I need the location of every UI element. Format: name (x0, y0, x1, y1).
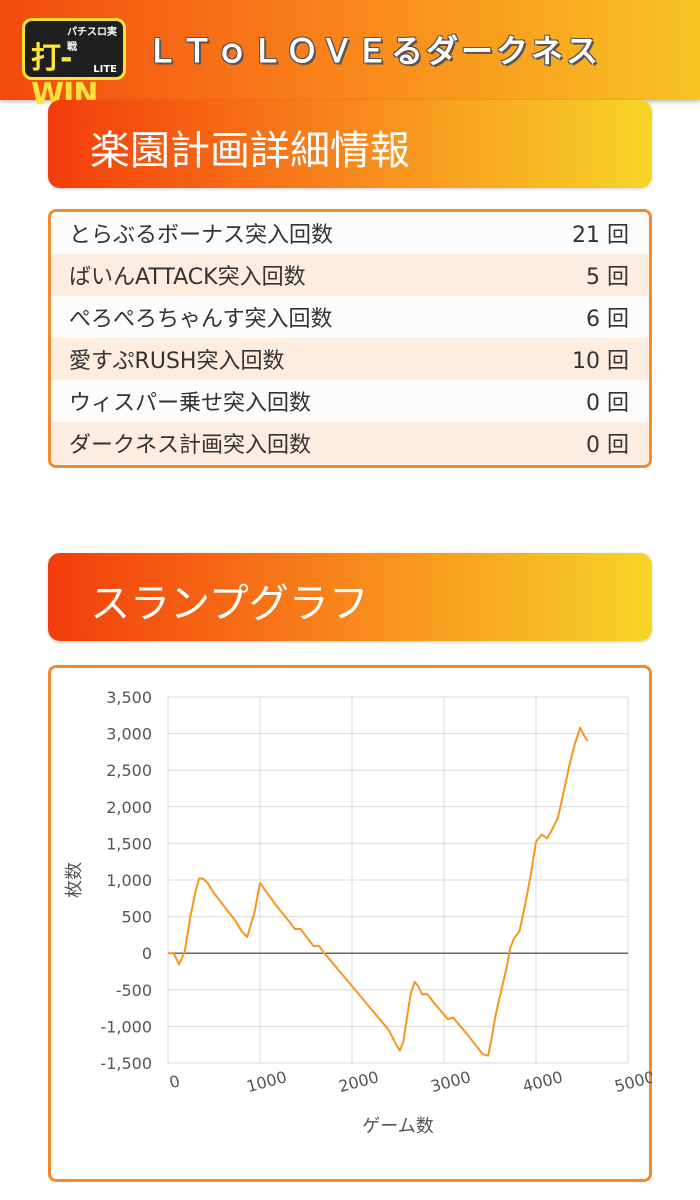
y-tick-label: 2,000 (106, 798, 152, 817)
x-tick-label: 4000 (520, 1067, 564, 1096)
stat-row: ウィスパー乗せ突入回数 0 回 (51, 380, 649, 422)
stat-value: 10 回 (572, 349, 629, 374)
slump-graph: -1,500 -1,000 -500 0 500 1,000 1,500 2,000 2,500… (64, 688, 652, 1137)
graph-section-header: スランプグラフ (48, 553, 652, 641)
stat-row: 愛すぷRUSH突入回数 10 回 (51, 338, 649, 380)
stat-value: 0 回 (586, 433, 629, 458)
stat-row: とらぶるボーナス突入回数 21 回 (51, 212, 649, 254)
logo-subtitle: パチスロ実戦 (67, 27, 117, 53)
stat-label: 愛すぷRUSH突入回数 (69, 349, 285, 374)
stat-label: ダークネス計画突入回数 (69, 433, 312, 458)
y-tick-label: 500 (121, 908, 152, 927)
slump-graph-panel: -1,500 -1,000 -500 0 500 1,000 1,500 2,000 2,500… (48, 665, 652, 1182)
stat-value: 5 回 (586, 265, 629, 290)
y-tick-label: 3,000 (106, 725, 152, 744)
y-tick-label: 1,500 (106, 834, 152, 853)
x-tick-label: 1000 (244, 1067, 288, 1096)
logo-lite-text: LITE (93, 64, 117, 75)
stat-value: 0 回 (586, 391, 629, 416)
x-tick-label: 5000 (612, 1067, 652, 1096)
y-tick-label: 3,500 (106, 688, 152, 707)
x-tick-label: 2000 (336, 1067, 380, 1096)
y-tick-label: -1,000 (100, 1017, 152, 1036)
stat-row: ばいんATTACK突入回数 5 回 (51, 254, 649, 296)
x-tick-label: 3000 (428, 1067, 472, 1096)
stat-label: ウィスパー乗せ突入回数 (69, 391, 312, 416)
stat-value: 21 回 (572, 223, 629, 248)
stat-row: ぺろぺろちゃんす突入回数 6 回 (51, 296, 649, 338)
stat-label: ぺろぺろちゃんす突入回数 (69, 307, 333, 332)
stat-label: とらぶるボーナス突入回数 (69, 223, 334, 248)
stats-table: とらぶるボーナス突入回数 21 回 ばいんATTACK突入回数 5 回 ぺろぺろ… (48, 209, 652, 468)
x-tick-label: 0 (167, 1071, 182, 1092)
y-tick-label: 0 (142, 944, 152, 963)
machine-title: ＬＴｏＬＯＶＥるダークネス (146, 32, 602, 70)
stat-row: ダークネス計画突入回数 0 回 (51, 422, 649, 464)
y-tick-label: 2,500 (106, 761, 152, 780)
y-tick-label: 1,000 (106, 871, 152, 890)
app-header: パチスロ実戦 打-WIN LITE ＬＴｏＬＯＶＥるダークネス (0, 0, 700, 112)
detail-section-header: 楽園計画詳細情報 (48, 100, 652, 188)
y-axis-title: 枚数 (64, 862, 85, 898)
x-axis-title: ゲーム数 (362, 1116, 433, 1137)
stat-label: ばいんATTACK突入回数 (69, 265, 306, 290)
app-logo: パチスロ実戦 打-WIN LITE (22, 18, 126, 112)
series-line (168, 726, 589, 1057)
stat-value: 6 回 (586, 307, 629, 332)
detail-section-title: 楽園計画詳細情報 (90, 128, 410, 174)
graph-section-title: スランプグラフ (90, 581, 369, 627)
y-tick-label: -500 (116, 981, 152, 1000)
y-tick-label: -1,500 (100, 1054, 152, 1073)
